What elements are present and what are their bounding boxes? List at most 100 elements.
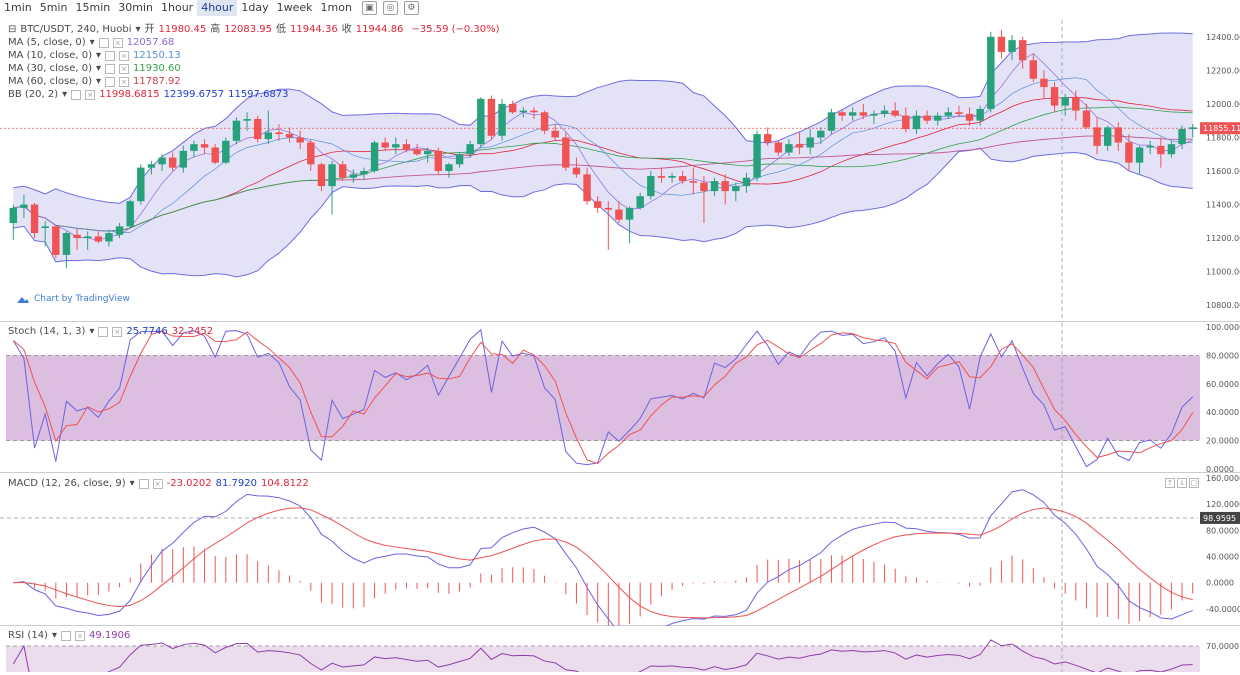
candle-body[interactable] <box>264 132 273 140</box>
dropdown-icon[interactable]: ▾ <box>96 50 102 61</box>
candle-body[interactable] <box>179 150 188 168</box>
candle-body[interactable] <box>827 112 836 131</box>
timeframe-1day[interactable]: 1day <box>241 1 269 14</box>
candle-body[interactable] <box>1188 127 1197 130</box>
rsi-chart[interactable]: 70.0000 <box>0 627 1240 675</box>
collapse-icon[interactable]: ⊟ <box>8 24 17 35</box>
candle-body[interactable] <box>1072 97 1080 111</box>
settings-icon[interactable]: ⚙ <box>403 1 419 15</box>
stoch-pane[interactable]: 100.0000 80.0000 60.0000 40.0000 20.0000 0.00… <box>0 323 1240 474</box>
candle-body[interactable] <box>434 150 443 171</box>
candle-body[interactable] <box>891 110 899 116</box>
candle-body[interactable] <box>222 140 230 163</box>
timeframe-1mon[interactable]: 1mon <box>320 1 352 14</box>
candle-body[interactable] <box>115 226 124 235</box>
candle-body[interactable] <box>30 204 39 234</box>
candle-body[interactable] <box>1093 127 1101 146</box>
candle-body[interactable] <box>689 181 698 183</box>
candle-body[interactable] <box>105 233 113 242</box>
candle-body[interactable] <box>1135 147 1144 163</box>
candle-body[interactable] <box>402 144 411 150</box>
candle-body[interactable] <box>742 177 751 187</box>
candle-body[interactable] <box>41 226 49 229</box>
candle-body[interactable] <box>774 142 783 153</box>
candle-body[interactable] <box>902 115 910 130</box>
candle-body[interactable] <box>859 112 868 116</box>
candle-body[interactable] <box>657 176 666 178</box>
candle-body[interactable] <box>20 204 28 208</box>
macd-chart[interactable]: 160.0000 120.0000 80.0000 40.0000 0.0000 -40.… <box>0 474 1240 641</box>
candle-body[interactable] <box>232 120 241 141</box>
candle-body[interactable] <box>1018 40 1027 61</box>
eye-icon[interactable] <box>60 630 71 641</box>
timeframe-30min[interactable]: 30min <box>118 1 153 14</box>
candle-body[interactable] <box>253 118 262 140</box>
candle-body[interactable] <box>604 207 613 210</box>
candle-body[interactable] <box>668 176 676 178</box>
dropdown-icon[interactable]: ▾ <box>89 37 95 48</box>
dropdown-icon[interactable]: ▾ <box>51 630 57 641</box>
candle-body[interactable] <box>615 209 623 220</box>
move-up-icon[interactable]: ↑ <box>1165 478 1175 488</box>
candle-body[interactable] <box>296 137 304 143</box>
candle-body[interactable] <box>572 167 581 175</box>
close-icon[interactable]: × <box>112 37 123 48</box>
close-icon[interactable]: × <box>152 478 163 489</box>
timeframe-1hour[interactable]: 1hour <box>161 1 194 14</box>
candle-body[interactable] <box>243 118 251 121</box>
candle-body[interactable] <box>562 137 570 168</box>
candle-body[interactable] <box>1040 78 1048 88</box>
eye-icon[interactable] <box>138 478 149 489</box>
candle-body[interactable] <box>9 207 18 224</box>
dropdown-icon[interactable]: ▾ <box>129 478 135 489</box>
candle-body[interactable] <box>583 174 591 202</box>
close-icon[interactable]: × <box>85 89 96 100</box>
candle-body[interactable] <box>763 134 772 143</box>
eye-icon[interactable] <box>98 326 109 337</box>
timeframe-4hour[interactable]: 4hour <box>197 0 238 16</box>
candle-body[interactable] <box>1029 60 1038 79</box>
candle-body[interactable] <box>700 182 708 192</box>
candle-body[interactable] <box>944 112 953 116</box>
candle-body[interactable] <box>413 149 421 155</box>
close-icon[interactable]: × <box>112 326 123 337</box>
candle-body[interactable] <box>285 134 294 138</box>
candle-body[interactable] <box>498 103 506 136</box>
close-icon[interactable]: × <box>74 630 85 641</box>
candle-body[interactable] <box>1103 127 1112 146</box>
eye-icon[interactable] <box>71 89 82 100</box>
candle-body[interactable] <box>307 142 315 165</box>
candle-body[interactable] <box>870 113 878 116</box>
candle-body[interactable] <box>328 164 336 187</box>
candle-body[interactable] <box>338 164 347 178</box>
candle-body[interactable] <box>912 115 921 130</box>
rsi-pane[interactable]: 70.0000 <box>0 627 1240 675</box>
timeframe-1min[interactable]: 1min <box>4 1 32 14</box>
candle-body[interactable] <box>392 144 400 148</box>
close-icon[interactable]: × <box>119 63 130 74</box>
candle-body[interactable] <box>955 112 963 114</box>
candle-body[interactable] <box>519 110 528 113</box>
timeframe-15min[interactable]: 15min <box>75 1 111 14</box>
candle-body[interactable] <box>923 115 931 121</box>
tradingview-watermark[interactable]: Chart by TradingView <box>16 294 130 304</box>
candle-body[interactable] <box>275 132 283 135</box>
candle-body[interactable] <box>317 164 326 187</box>
eye-icon[interactable] <box>98 37 109 48</box>
maximize-icon[interactable]: □ <box>1189 478 1199 488</box>
dropdown-icon[interactable]: ▾ <box>135 24 141 35</box>
candle-body[interactable] <box>880 110 889 114</box>
timeframe-1week[interactable]: 1week <box>276 1 313 14</box>
candle-body[interactable] <box>370 142 379 171</box>
dropdown-icon[interactable]: ▾ <box>96 63 102 74</box>
candle-body[interactable] <box>190 144 198 151</box>
indicators-icon[interactable]: ◎ <box>382 1 398 15</box>
candle-body[interactable] <box>349 174 358 178</box>
candle-body[interactable] <box>1178 129 1186 145</box>
candle-body[interactable] <box>997 36 1006 52</box>
candle-body[interactable] <box>530 110 538 113</box>
candle-body[interactable] <box>625 207 634 220</box>
candle-body[interactable] <box>806 137 814 148</box>
candle-body[interactable] <box>73 234 81 239</box>
eye-icon[interactable] <box>105 50 116 61</box>
